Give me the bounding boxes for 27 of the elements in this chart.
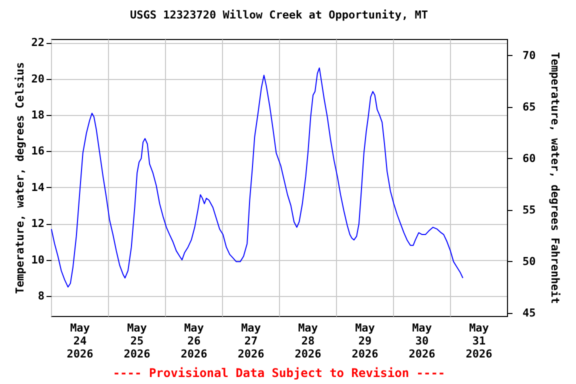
- y2-tick-label: 65: [522, 100, 536, 114]
- x-tick-label: May 27 2026: [238, 322, 265, 360]
- y2-tick-label: 50: [522, 254, 536, 268]
- x-tick-label: May 29 2026: [352, 322, 379, 360]
- y2-tick-label: 60: [522, 152, 536, 165]
- y-tick-label: 14: [31, 180, 45, 194]
- x-tick-label: May 31 2026: [466, 322, 493, 360]
- x-tick-label: May 24 2026: [66, 322, 94, 360]
- y-tick-label: 20: [31, 72, 44, 86]
- y-tick-label: 22: [31, 36, 44, 50]
- x-tick-label: May 30 2026: [408, 322, 436, 360]
- chart-title: USGS 12323720 Willow Creek at Opportunity, MT: [130, 8, 428, 22]
- x-tick-label: May 28 2026: [294, 322, 322, 360]
- y-axis-title: Temperature, water, degrees Celsius: [13, 62, 26, 294]
- y2-tick-label: 45: [522, 306, 536, 320]
- y-tick-label: 16: [31, 144, 45, 158]
- y-tick-label: 8: [38, 290, 44, 303]
- y-tick-label: 12: [31, 217, 44, 230]
- y-tick-label: 10: [31, 253, 44, 266]
- line-series: [51, 67, 464, 288]
- text: ---- Provisional Data Subject to Revision ----: [112, 366, 446, 380]
- x-tick-label: May 25 2026: [124, 322, 151, 360]
- y2-tick-label: 55: [522, 203, 536, 216]
- y-tick-label: 18: [31, 108, 44, 122]
- y2-tick-label: 70: [522, 48, 536, 62]
- x-tick-label: May 26 2026: [180, 322, 208, 360]
- y2-axis-title: Temperature, water, degrees Fahrenheit: [548, 52, 562, 304]
